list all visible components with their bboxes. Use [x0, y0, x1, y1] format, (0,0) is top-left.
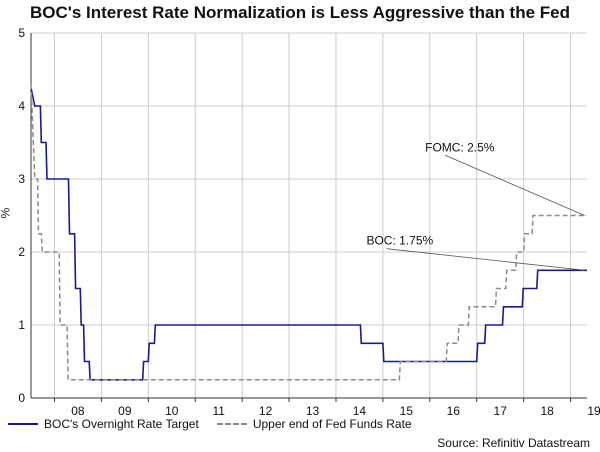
x-tick-label-16: 16: [447, 404, 461, 418]
annotation-label-0: FOMC: 2.5%: [425, 140, 495, 154]
x-tick-label-12: 12: [259, 404, 273, 418]
series-line-boc: [30, 87, 587, 381]
y-tick-label-1: 1: [18, 318, 25, 332]
legend-item-fed: Upper end of Fed Funds Rate: [216, 417, 412, 431]
annotation-label-1: BOC: 1.75%: [366, 234, 433, 248]
y-tick-label-2: 2: [18, 245, 25, 259]
annotation-leader-0: [444, 154, 585, 216]
x-tick-label-10: 10: [165, 404, 179, 418]
y-tick-label-4: 4: [18, 99, 25, 113]
legend-item-boc: BOC's Overnight Rate Target: [8, 417, 199, 431]
legend-swatch-fed: [216, 423, 247, 425]
legend-swatch-boc: [8, 423, 38, 425]
x-tick-label-14: 14: [353, 404, 367, 418]
source-note: Source: Refinitiv Datastream: [437, 436, 590, 450]
x-tick-label-15: 15: [400, 404, 414, 418]
legend-label-boc: BOC's Overnight Rate Target: [44, 417, 199, 431]
series-line-fed: [30, 84, 587, 381]
x-tick-label-19: 19: [587, 404, 600, 418]
annotation-leader-1: [386, 248, 585, 271]
x-tick-label-11: 11: [212, 404, 225, 418]
x-tick-label-13: 13: [306, 404, 320, 418]
x-tick-label-17: 17: [494, 404, 508, 418]
x-tick-label-09: 09: [118, 404, 132, 418]
x-tick-label-08: 08: [71, 404, 85, 418]
chart-title: BOC's Interest Rate Normalization is Les…: [30, 3, 570, 22]
y-tick-label-0: 0: [18, 391, 25, 405]
chart-legend: BOC's Overnight Rate Target Upper end of…: [8, 417, 430, 431]
legend-label-fed: Upper end of Fed Funds Rate: [252, 417, 412, 431]
y-tick-label-5: 5: [18, 26, 25, 40]
y-tick-label-3: 3: [18, 172, 25, 186]
x-tick-label-18: 18: [540, 404, 554, 418]
